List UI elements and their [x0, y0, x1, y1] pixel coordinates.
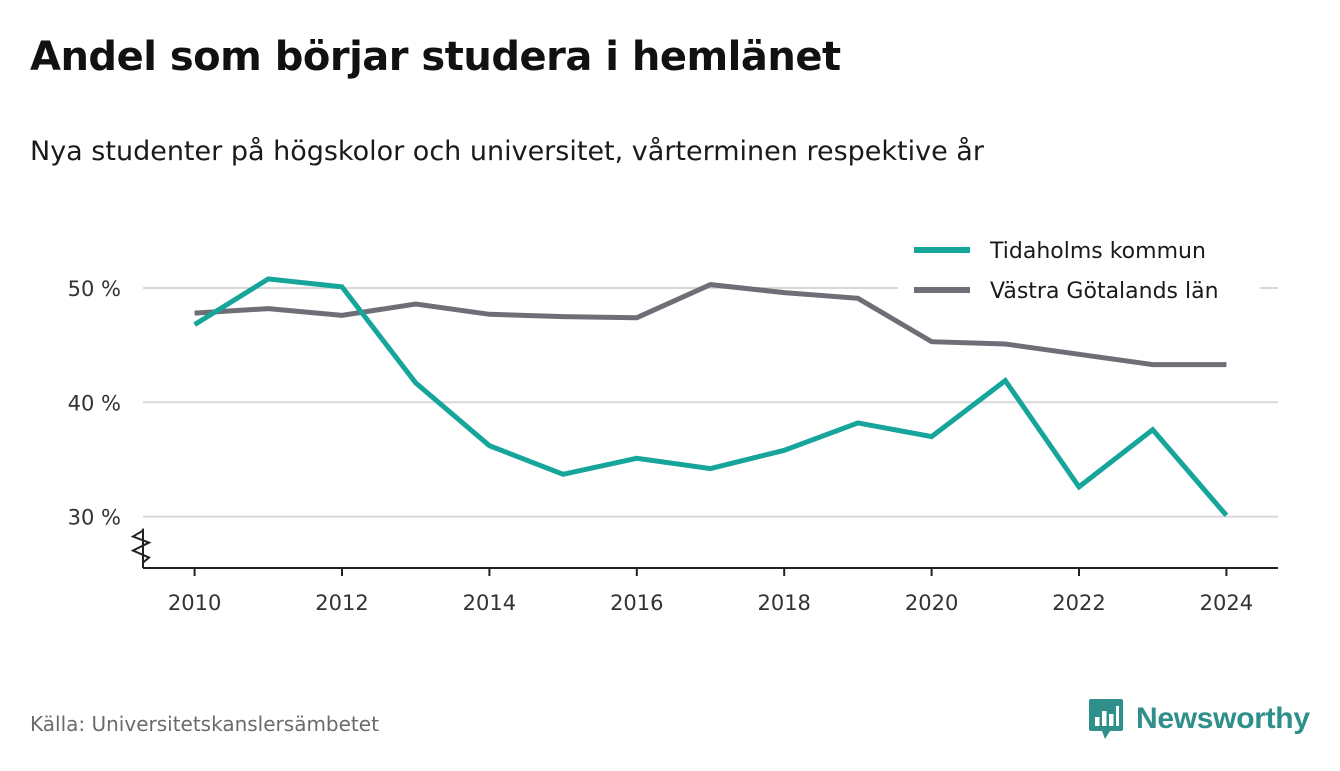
- series-line-2: [194, 282, 1227, 368]
- brand-logo[interactable]: Newsworthy: [1088, 697, 1310, 741]
- legend-label-1: Tidaholms kommun: [989, 239, 1206, 264]
- legend-label-2: Västra Götalands län: [990, 279, 1219, 304]
- x-tick-label: 2014: [463, 591, 516, 615]
- line-chart: 30 % 40 % 50 % 2010 2012 2014 2016 2018 2020 2022…: [67, 230, 1278, 615]
- chart-subtitle: Nya studenter på högskolor och universit…: [30, 136, 984, 167]
- x-tick-label: 2018: [757, 591, 810, 615]
- x-tick-label: 2016: [610, 591, 663, 615]
- axes: 30 % 40 % 50 % 2010 2012 2014 2016 2018 2020 2022…: [68, 277, 1278, 615]
- y-tick-label: 50 %: [68, 277, 121, 301]
- source-note: Källa: Universitetskanslersämbetet: [30, 712, 379, 736]
- y-tick-label: 30 %: [68, 506, 121, 530]
- series-lines: [193, 276, 1229, 518]
- series-line-1: [193, 276, 1229, 518]
- y-axis-break-icon: [130, 529, 152, 564]
- y-tick-label: 40 %: [68, 391, 121, 415]
- chart-title: Andel som börjar studera i hemlänet: [30, 34, 841, 80]
- x-tick-label: 2012: [315, 591, 368, 615]
- x-tick-label: 2010: [168, 591, 221, 615]
- x-tick-label: 2020: [905, 591, 958, 615]
- x-tick-label: 2024: [1200, 591, 1253, 615]
- legend: Tidaholms kommun Västra Götalands län: [898, 230, 1260, 310]
- x-tick-label: 2022: [1052, 591, 1105, 615]
- bar-chart-speech-bubble-icon: [1089, 699, 1123, 739]
- gridlines: [143, 287, 1278, 518]
- brand-name: Newsworthy: [1136, 702, 1310, 735]
